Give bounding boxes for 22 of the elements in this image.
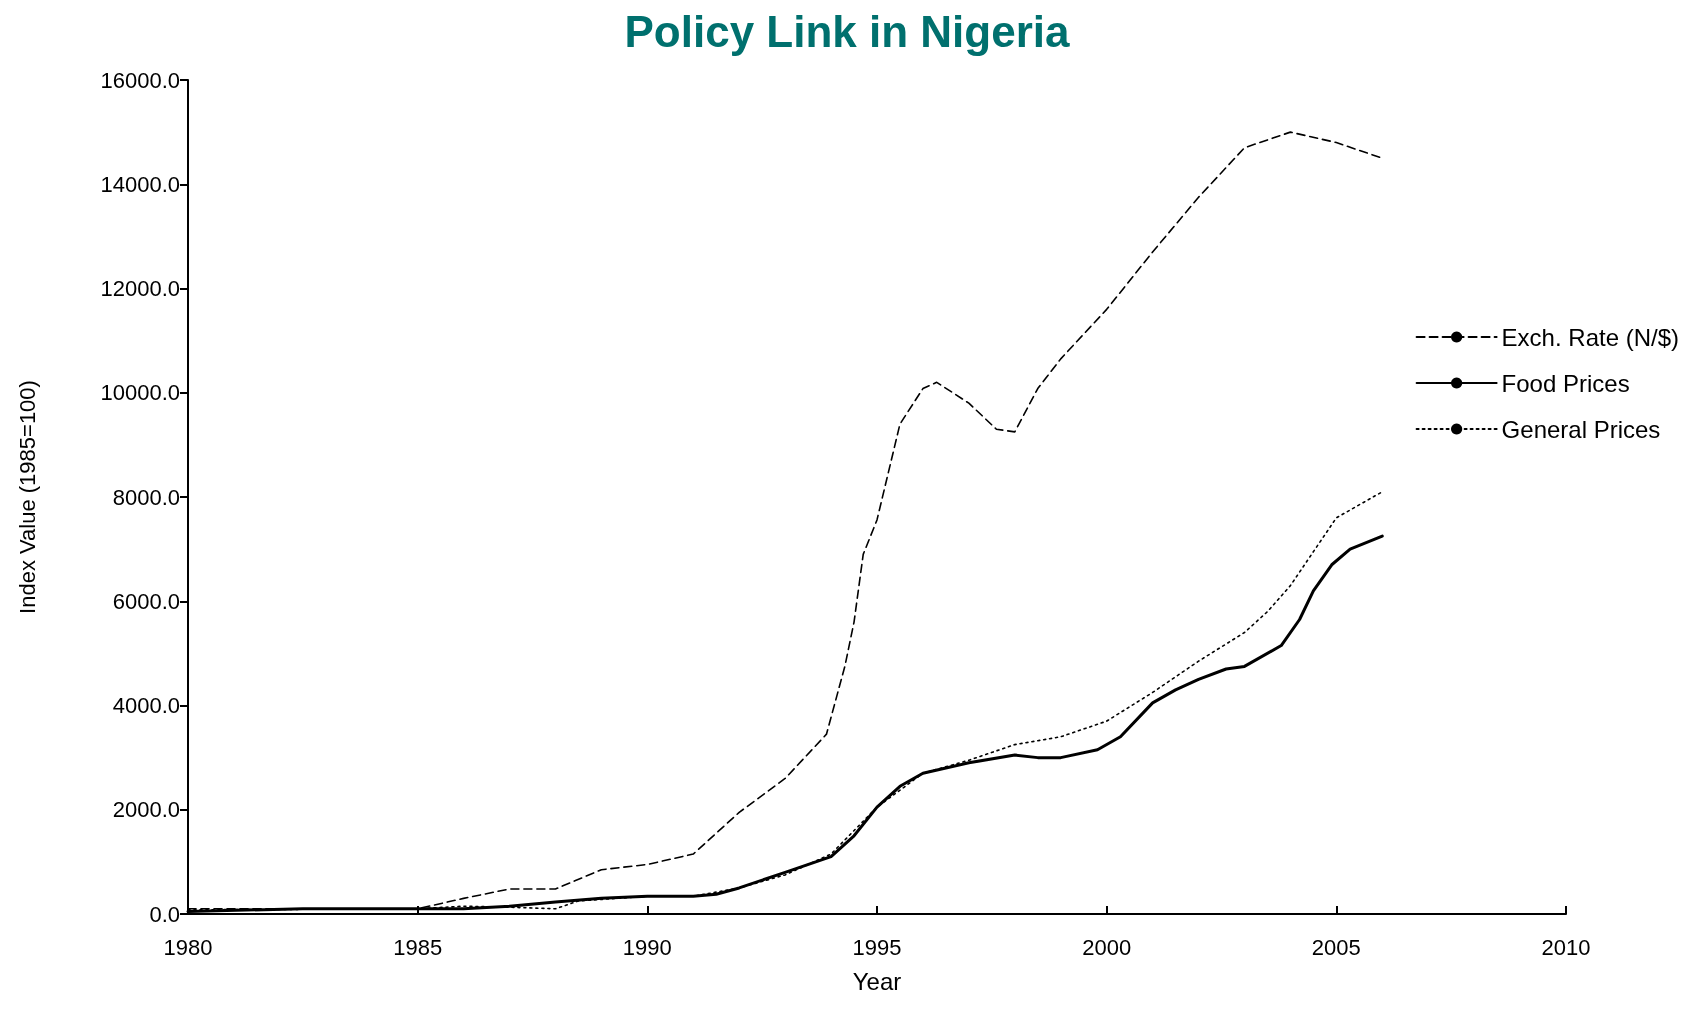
y-tick-label: 2000.0 bbox=[112, 797, 180, 823]
y-axis-title: Index Value (1985=100) bbox=[14, 380, 40, 614]
y-tick-label: 8000.0 bbox=[112, 484, 180, 510]
x-tick-label: 1990 bbox=[622, 934, 672, 960]
y-tick-label: 16000.0 bbox=[100, 67, 180, 93]
y-tick-label: 4000.0 bbox=[112, 693, 180, 718]
x-tick-label: 1985 bbox=[393, 934, 443, 960]
legend-label: Exch. Rate (N/$) bbox=[1501, 323, 1679, 351]
y-tick-label: 10000.0 bbox=[100, 380, 180, 406]
x-tick-label: 2000 bbox=[1082, 934, 1132, 960]
x-tick-label: 1980 bbox=[163, 934, 213, 960]
legend-label: Food Prices bbox=[1501, 369, 1630, 397]
x-axis-title: Year bbox=[852, 967, 902, 995]
x-tick-label: 2010 bbox=[1541, 934, 1591, 960]
y-tick-label: 0.0 bbox=[149, 901, 180, 927]
x-tick-label: 2005 bbox=[1311, 934, 1361, 960]
x-tick-label: 1995 bbox=[852, 934, 902, 960]
legend-label: General Prices bbox=[1501, 415, 1661, 443]
y-tick-label: 14000.0 bbox=[100, 171, 180, 197]
y-tick-label: 6000.0 bbox=[112, 588, 180, 614]
chart-title: Policy Link in Nigeria bbox=[624, 6, 1071, 56]
y-tick-label: 12000.0 bbox=[100, 276, 180, 301]
